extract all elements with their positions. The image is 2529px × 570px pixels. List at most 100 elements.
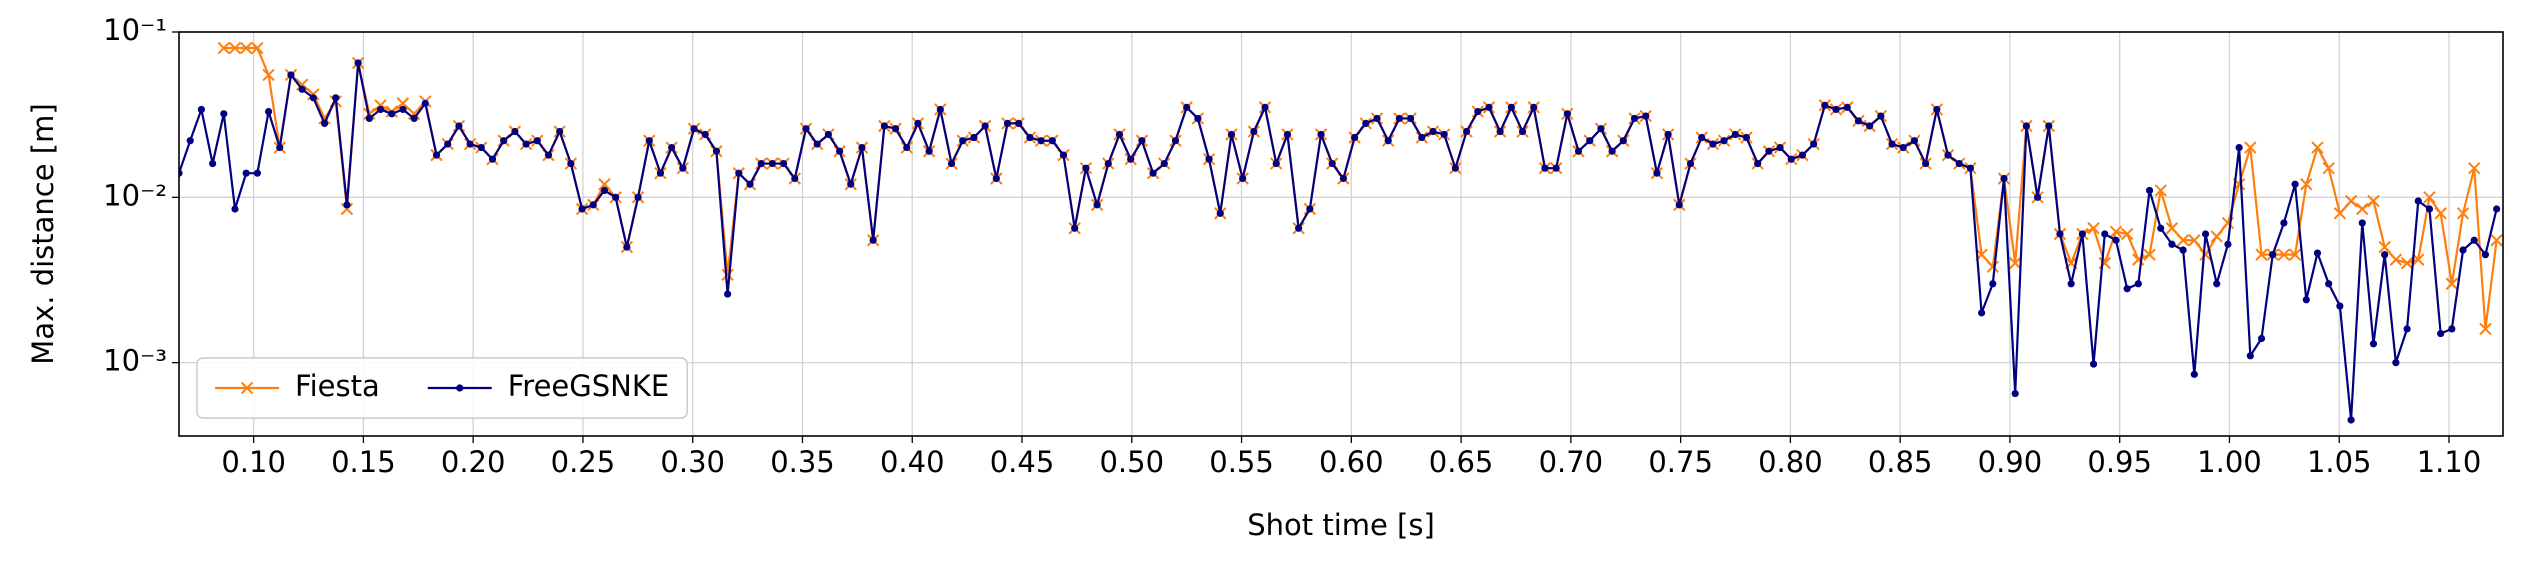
marker [2045, 122, 2053, 130]
marker [1630, 114, 1639, 123]
marker [1451, 164, 1459, 172]
marker [1373, 114, 1381, 123]
marker [1071, 224, 1079, 232]
marker [2067, 280, 2075, 288]
marker [2224, 240, 2232, 248]
marker [567, 159, 575, 168]
axes-frame [178, 31, 2504, 437]
x-tick-label: 1.10 [2417, 445, 2482, 479]
marker [2358, 219, 2366, 227]
marker [2244, 141, 2257, 154]
marker [1754, 159, 1762, 168]
marker [835, 147, 844, 155]
marker [1731, 130, 1739, 139]
marker [2336, 302, 2344, 310]
marker [1317, 130, 1325, 139]
marker [2369, 340, 2378, 348]
y-tick-label: 10⁻³ [103, 344, 167, 378]
marker [2087, 222, 2100, 235]
marker [1239, 174, 1247, 183]
marker [914, 119, 922, 127]
marker [2277, 248, 2291, 261]
marker [2381, 251, 2389, 259]
marker [2459, 246, 2467, 254]
marker [228, 41, 242, 55]
marker [2188, 234, 2201, 247]
marker [2490, 234, 2503, 247]
x-tick-label: 0.80 [1758, 445, 1823, 479]
marker [2322, 162, 2335, 175]
marker [2257, 334, 2266, 343]
marker [2445, 277, 2459, 290]
marker [2154, 184, 2167, 197]
marker [242, 169, 250, 177]
marker [2246, 352, 2254, 360]
marker [1989, 280, 1997, 288]
marker [858, 143, 866, 152]
marker [1552, 164, 1560, 172]
marker [1787, 155, 1795, 163]
x-tick-label: 0.35 [770, 445, 835, 479]
marker [813, 140, 821, 148]
marker [186, 137, 194, 145]
marker [376, 105, 385, 114]
x-tick-label: 1.05 [2307, 445, 2372, 479]
marker [1776, 143, 1784, 152]
marker [2468, 162, 2481, 175]
marker [262, 68, 275, 82]
marker [2291, 180, 2299, 188]
marker [623, 243, 631, 251]
marker [2414, 197, 2422, 205]
marker [410, 114, 418, 123]
marker [1608, 147, 1616, 155]
series-line [179, 61, 2498, 422]
marker [2434, 207, 2447, 220]
marker [645, 137, 653, 145]
marker [1395, 114, 1403, 123]
marker [578, 205, 586, 213]
marker [2493, 205, 2501, 213]
marker [2311, 141, 2324, 154]
marker [668, 143, 676, 152]
x-tick-label: 0.40 [880, 445, 945, 479]
marker [2448, 325, 2456, 333]
marker [2210, 230, 2223, 243]
marker [264, 108, 273, 116]
x-tick-label: 0.50 [1099, 445, 1164, 479]
marker [2089, 360, 2098, 368]
marker [880, 122, 888, 130]
y-tick-label: 10⁻² [103, 178, 167, 212]
marker [432, 151, 441, 159]
marker [1149, 169, 1157, 177]
marker [287, 71, 295, 79]
marker [1664, 130, 1672, 139]
marker [936, 105, 944, 114]
marker [1866, 122, 1874, 130]
marker [1709, 140, 1717, 148]
x-tick-label: 0.15 [331, 445, 396, 479]
marker [374, 99, 387, 112]
marker [1955, 159, 1963, 168]
marker [2378, 240, 2391, 254]
marker [399, 105, 407, 114]
marker [1518, 127, 1527, 136]
marker [2300, 178, 2313, 191]
marker [2333, 207, 2347, 220]
marker [1485, 103, 1493, 111]
marker [500, 137, 508, 145]
marker [1586, 137, 1594, 145]
marker [1832, 105, 1840, 114]
marker [1810, 140, 1818, 148]
marker [2235, 143, 2243, 152]
marker [444, 140, 452, 148]
marker [1888, 140, 1896, 148]
marker [2437, 329, 2445, 338]
x-tick-label: 0.10 [221, 445, 286, 479]
marker [488, 155, 497, 163]
marker [2269, 251, 2277, 259]
marker [2101, 230, 2109, 238]
marker [1261, 103, 1269, 111]
marker [1250, 127, 1258, 136]
marker [179, 169, 183, 177]
